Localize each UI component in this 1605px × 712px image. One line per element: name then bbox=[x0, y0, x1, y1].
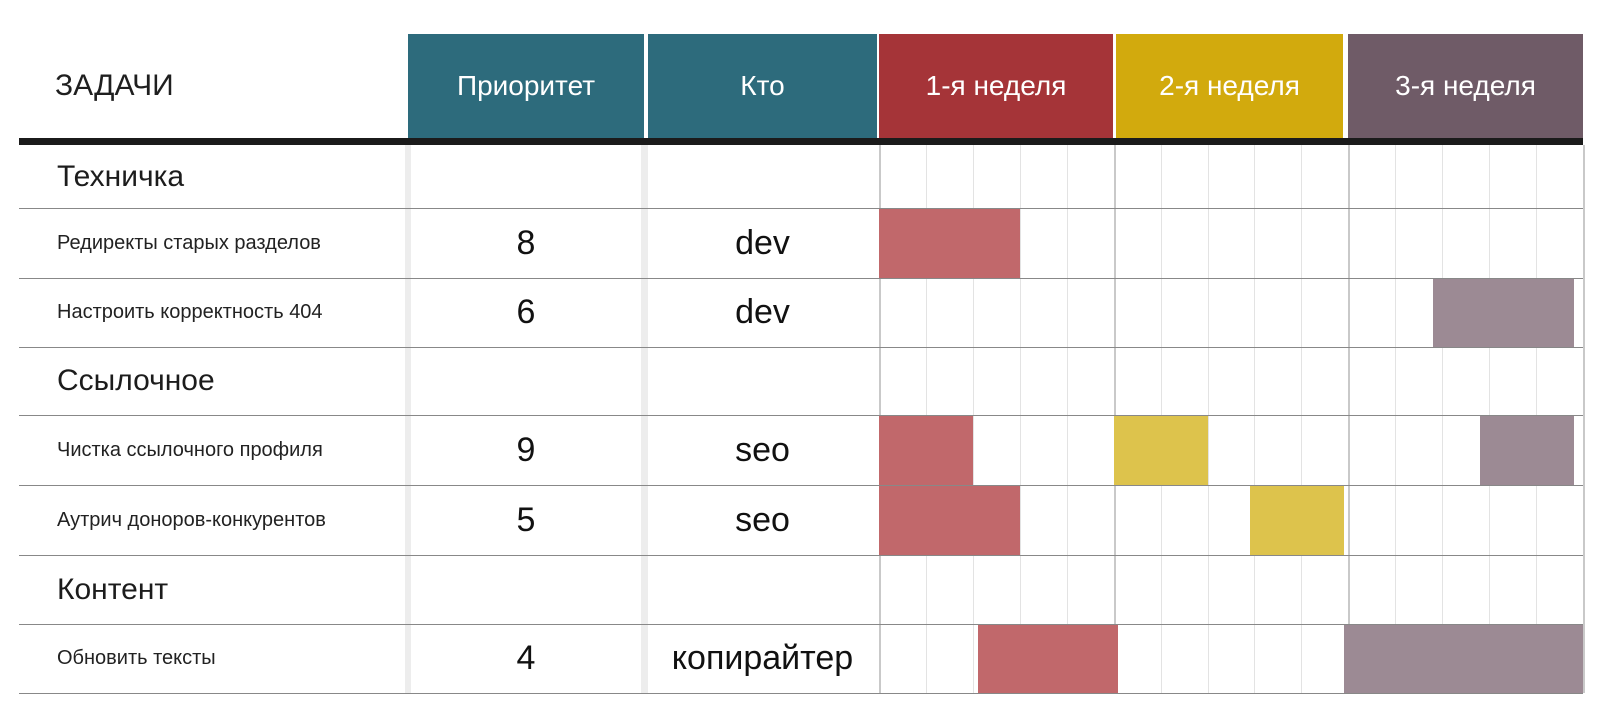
task-row: Редиректы старых разделов 8 dev bbox=[0, 208, 1605, 278]
row-line bbox=[19, 624, 1583, 625]
gantt-bar-week1 bbox=[977, 624, 1119, 693]
who-value: копирайтер bbox=[671, 639, 854, 677]
day-gridline bbox=[1442, 145, 1444, 693]
day-gridline bbox=[1207, 145, 1209, 693]
column-separator bbox=[641, 145, 648, 693]
section-title: Ссылочное bbox=[57, 364, 215, 397]
task-row: Аутрич доноров-конкурентов 5 seo bbox=[0, 485, 1605, 555]
gantt-bar-week1 bbox=[879, 208, 1020, 278]
task-name: Обновить тексты bbox=[57, 647, 216, 669]
row-line bbox=[19, 208, 1583, 209]
priority-value: 4 bbox=[516, 639, 536, 677]
day-gridline bbox=[1395, 145, 1397, 693]
section-title: Контент bbox=[57, 572, 169, 606]
gantt-bar-week3 bbox=[1479, 415, 1574, 485]
column-separator bbox=[405, 145, 411, 693]
priority-value: 8 bbox=[516, 223, 536, 262]
gantt-bar-week3 bbox=[1432, 278, 1574, 347]
priority-value: 9 bbox=[516, 430, 536, 469]
day-gridline bbox=[1583, 145, 1585, 693]
who-value: dev bbox=[735, 223, 790, 262]
day-gridline bbox=[1348, 145, 1351, 693]
week3-column-header: 3-я неделя bbox=[1348, 34, 1583, 138]
tasks-column-header: ЗАДАЧИ bbox=[55, 69, 174, 102]
task-row: Настроить корректность 404 6 dev bbox=[0, 278, 1605, 347]
row-line bbox=[19, 485, 1583, 486]
day-gridline bbox=[1066, 145, 1068, 693]
task-name: Редиректы старых разделов bbox=[57, 231, 321, 254]
row-line bbox=[19, 555, 1583, 556]
day-gridline bbox=[1301, 145, 1303, 693]
gantt-bar-week3 bbox=[1343, 624, 1583, 693]
section-row: Ссылочное bbox=[0, 347, 1605, 415]
day-gridline bbox=[972, 145, 974, 693]
task-name: Настроить корректность 404 bbox=[57, 301, 323, 323]
priority-value: 5 bbox=[516, 500, 536, 539]
row-line bbox=[19, 278, 1583, 279]
row-line bbox=[19, 347, 1583, 348]
header-divider-line bbox=[19, 138, 1583, 145]
week1-column-header: 1-я неделя bbox=[879, 34, 1113, 138]
row-line bbox=[19, 415, 1583, 416]
gantt-bar-week1 bbox=[879, 485, 1020, 555]
who-value: seo bbox=[735, 430, 790, 469]
day-gridline bbox=[1254, 145, 1256, 693]
week2-column-header: 2-я неделя bbox=[1116, 34, 1343, 138]
priority-value: 6 bbox=[516, 293, 536, 331]
gantt-bar-week2 bbox=[1113, 415, 1208, 485]
task-row: Чистка ссылочного профиля 9 seo bbox=[0, 415, 1605, 485]
priority-column-header: Приоритет bbox=[408, 34, 644, 138]
who-value: dev bbox=[735, 293, 790, 331]
gantt-bar-week1 bbox=[879, 415, 973, 485]
who-column-header: Кто bbox=[648, 34, 877, 138]
gantt-bar-week2 bbox=[1249, 485, 1344, 555]
task-name: Чистка ссылочного профиля bbox=[57, 438, 323, 461]
day-gridline bbox=[1019, 145, 1021, 693]
section-row: Контент bbox=[0, 555, 1605, 624]
task-name: Аутрич доноров-конкурентов bbox=[57, 508, 326, 531]
row-line bbox=[19, 693, 1583, 694]
section-row: Техничка bbox=[0, 145, 1605, 208]
who-value: seo bbox=[735, 500, 790, 539]
